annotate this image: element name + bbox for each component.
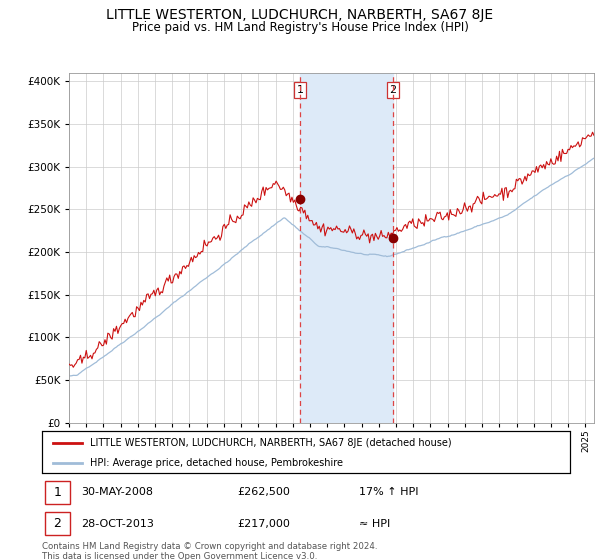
Text: £217,000: £217,000 [238, 519, 290, 529]
Text: LITTLE WESTERTON, LUDCHURCH, NARBERTH, SA67 8JE: LITTLE WESTERTON, LUDCHURCH, NARBERTH, S… [106, 8, 494, 22]
Text: 1: 1 [296, 85, 304, 95]
FancyBboxPatch shape [44, 480, 70, 503]
Text: Price paid vs. HM Land Registry's House Price Index (HPI): Price paid vs. HM Land Registry's House … [131, 21, 469, 34]
Text: ≈ HPI: ≈ HPI [359, 519, 390, 529]
Text: 17% ↑ HPI: 17% ↑ HPI [359, 487, 418, 497]
Text: £262,500: £262,500 [238, 487, 290, 497]
FancyBboxPatch shape [44, 512, 70, 535]
Text: 1: 1 [53, 486, 61, 498]
Bar [300, 73, 393, 423]
Text: 28-OCT-2013: 28-OCT-2013 [82, 519, 154, 529]
Text: 2: 2 [53, 517, 61, 530]
Text: LITTLE WESTERTON, LUDCHURCH, NARBERTH, SA67 8JE (detached house): LITTLE WESTERTON, LUDCHURCH, NARBERTH, S… [89, 438, 451, 448]
Text: HPI: Average price, detached house, Pembrokeshire: HPI: Average price, detached house, Pemb… [89, 458, 343, 468]
Text: 30-MAY-2008: 30-MAY-2008 [82, 487, 154, 497]
Text: 2: 2 [389, 85, 397, 95]
Text: Contains HM Land Registry data © Crown copyright and database right 2024.
This d: Contains HM Land Registry data © Crown c… [42, 542, 377, 560]
